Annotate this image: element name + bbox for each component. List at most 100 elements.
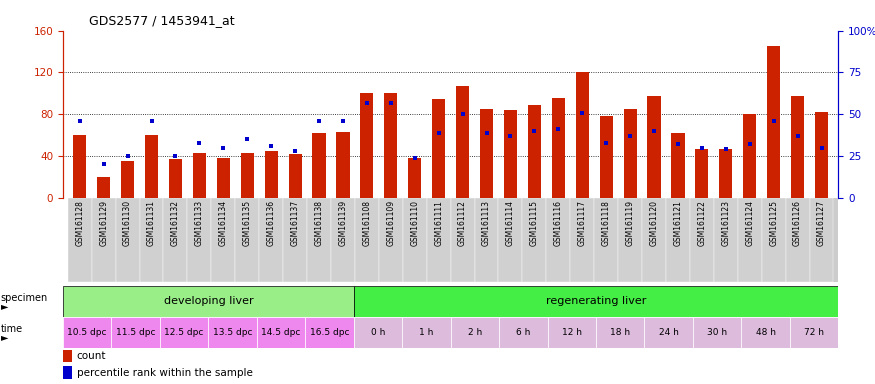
Point bbox=[718, 146, 732, 152]
Text: 12.5 dpc: 12.5 dpc bbox=[164, 328, 204, 337]
Point bbox=[695, 144, 709, 151]
Bar bbox=[525, 198, 552, 282]
Text: 48 h: 48 h bbox=[756, 328, 775, 337]
Bar bbox=[550, 198, 576, 282]
Text: GSM161121: GSM161121 bbox=[674, 200, 682, 246]
Text: GSM161137: GSM161137 bbox=[290, 200, 299, 247]
Text: GSM161129: GSM161129 bbox=[99, 200, 108, 246]
Text: 10.5 dpc: 10.5 dpc bbox=[67, 328, 107, 337]
Text: GSM161118: GSM161118 bbox=[602, 200, 611, 246]
Bar bbox=[169, 159, 182, 198]
Point bbox=[599, 139, 613, 146]
Bar bbox=[212, 198, 235, 282]
Bar bbox=[360, 93, 374, 198]
Bar bbox=[430, 198, 456, 282]
Point bbox=[480, 129, 494, 136]
Bar bbox=[645, 198, 671, 282]
Point bbox=[192, 139, 206, 146]
Text: 6 h: 6 h bbox=[516, 328, 530, 337]
Bar bbox=[336, 132, 349, 198]
Bar bbox=[382, 198, 408, 282]
Point bbox=[528, 128, 542, 134]
Text: GSM161124: GSM161124 bbox=[746, 200, 754, 246]
Text: GSM161131: GSM161131 bbox=[147, 200, 156, 246]
Text: regenerating liver: regenerating liver bbox=[546, 296, 646, 306]
Point bbox=[647, 128, 661, 134]
Point bbox=[575, 109, 589, 116]
Bar bbox=[402, 317, 451, 348]
Bar bbox=[570, 198, 594, 282]
Text: specimen: specimen bbox=[1, 293, 48, 303]
Bar bbox=[116, 198, 140, 282]
Bar bbox=[427, 198, 451, 282]
Bar bbox=[257, 317, 305, 348]
Bar bbox=[121, 161, 134, 198]
Point bbox=[623, 133, 637, 139]
Bar bbox=[355, 198, 379, 282]
Bar bbox=[499, 317, 548, 348]
Bar bbox=[166, 198, 192, 282]
Bar bbox=[480, 109, 494, 198]
Text: GSM161127: GSM161127 bbox=[817, 200, 826, 246]
Bar bbox=[432, 99, 445, 198]
Bar bbox=[214, 198, 241, 282]
Text: GSM161109: GSM161109 bbox=[386, 200, 396, 247]
Bar bbox=[63, 317, 111, 348]
Point bbox=[384, 99, 398, 106]
Text: 18 h: 18 h bbox=[610, 328, 630, 337]
Point bbox=[96, 161, 110, 167]
Bar bbox=[305, 317, 354, 348]
Bar bbox=[669, 198, 696, 282]
Point bbox=[216, 144, 230, 151]
Bar bbox=[140, 198, 164, 282]
Bar bbox=[143, 198, 169, 282]
Text: GSM161135: GSM161135 bbox=[242, 200, 252, 247]
Bar bbox=[741, 198, 767, 282]
Text: 30 h: 30 h bbox=[707, 328, 727, 337]
Point bbox=[456, 111, 470, 117]
Text: 1 h: 1 h bbox=[419, 328, 434, 337]
Bar bbox=[402, 198, 427, 282]
Bar bbox=[259, 198, 284, 282]
Bar bbox=[334, 198, 360, 282]
Bar bbox=[474, 198, 499, 282]
Point bbox=[169, 153, 183, 159]
Text: ►: ► bbox=[1, 332, 9, 342]
Bar bbox=[599, 116, 612, 198]
Point bbox=[121, 153, 135, 159]
Bar bbox=[717, 198, 743, 282]
Text: GSM161133: GSM161133 bbox=[195, 200, 204, 247]
Text: GSM161108: GSM161108 bbox=[362, 200, 371, 246]
Bar bbox=[552, 98, 565, 198]
Bar bbox=[354, 317, 402, 348]
Bar bbox=[453, 198, 480, 282]
Bar bbox=[217, 158, 230, 198]
Bar bbox=[406, 198, 432, 282]
Text: GSM161119: GSM161119 bbox=[626, 200, 634, 246]
Bar bbox=[644, 317, 693, 348]
Point bbox=[503, 133, 517, 139]
Text: 24 h: 24 h bbox=[659, 328, 679, 337]
Point bbox=[408, 155, 422, 161]
Text: GSM161130: GSM161130 bbox=[123, 200, 132, 247]
Text: GSM161122: GSM161122 bbox=[697, 200, 706, 246]
Bar bbox=[573, 198, 599, 282]
Bar bbox=[648, 96, 661, 198]
Bar bbox=[289, 154, 302, 198]
Bar bbox=[478, 198, 504, 282]
Text: 2 h: 2 h bbox=[468, 328, 482, 337]
Point bbox=[264, 143, 278, 149]
Bar bbox=[499, 198, 522, 282]
Text: GSM161112: GSM161112 bbox=[458, 200, 467, 246]
Point bbox=[73, 118, 87, 124]
Text: GSM161113: GSM161113 bbox=[482, 200, 491, 246]
Bar bbox=[63, 286, 354, 317]
Bar bbox=[714, 198, 738, 282]
Bar bbox=[451, 198, 474, 282]
Text: 13.5 dpc: 13.5 dpc bbox=[213, 328, 252, 337]
Text: GSM161126: GSM161126 bbox=[793, 200, 802, 246]
Point bbox=[312, 118, 326, 124]
Bar bbox=[671, 133, 684, 198]
Bar bbox=[331, 198, 355, 282]
Bar bbox=[238, 198, 264, 282]
